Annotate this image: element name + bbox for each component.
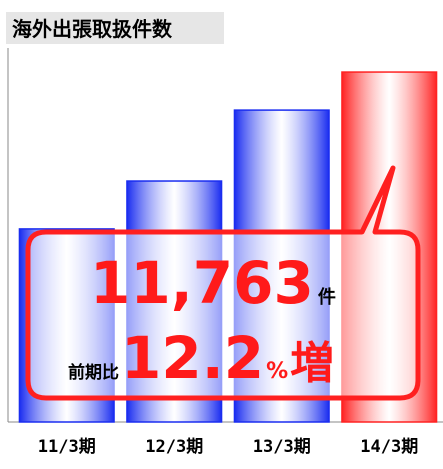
callout-line-1: 11,763 件 [90, 249, 336, 317]
callout-change-unit: % [266, 359, 288, 384]
callout-suffix: 増 [290, 338, 334, 389]
x-tick-label: 13/3期 [253, 437, 311, 457]
title-box [6, 12, 224, 44]
chart-title: 海外出張取扱件数 [12, 17, 173, 41]
x-tick-label: 11/3期 [38, 437, 96, 457]
callout-change: 12.2 [121, 324, 264, 392]
x-tick-label: 12/3期 [145, 437, 203, 457]
callout-bubble [25, 165, 421, 401]
callout-unit: 件 [318, 286, 336, 308]
callout-value: 11,763 [90, 249, 314, 317]
callout-prefix: 前期比 [68, 362, 119, 383]
callout-line-2: 前期比12.2%増 [68, 324, 334, 392]
x-tick-label: 14/3期 [360, 437, 418, 457]
